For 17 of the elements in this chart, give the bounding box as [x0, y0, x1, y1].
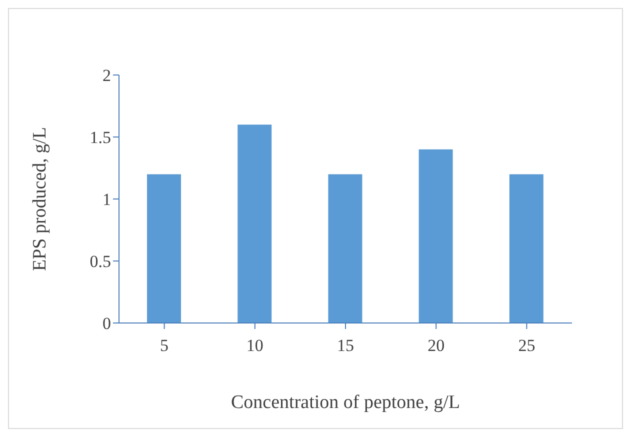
y-tick-label: 1	[102, 190, 111, 210]
y-tick-label: 2	[102, 66, 111, 86]
bar	[509, 174, 544, 323]
bar	[418, 149, 453, 323]
x-tick-label: 10	[246, 336, 264, 356]
x-tick-label: 25	[518, 336, 536, 356]
x-tick-label: 15	[337, 336, 354, 356]
x-tick-label: 5	[160, 336, 169, 356]
x-tick-label: 20	[428, 336, 445, 356]
y-tick-label: 0	[102, 314, 111, 334]
bar	[147, 174, 181, 323]
bar	[238, 124, 272, 323]
bar	[328, 174, 362, 323]
x-axis-title: Concentration of peptone, g/L	[231, 392, 460, 413]
y-axis-title: EPS produced, g/L	[30, 126, 51, 272]
y-tick-label: 0.5	[90, 252, 111, 272]
y-tick-label: 1.5	[90, 128, 111, 148]
